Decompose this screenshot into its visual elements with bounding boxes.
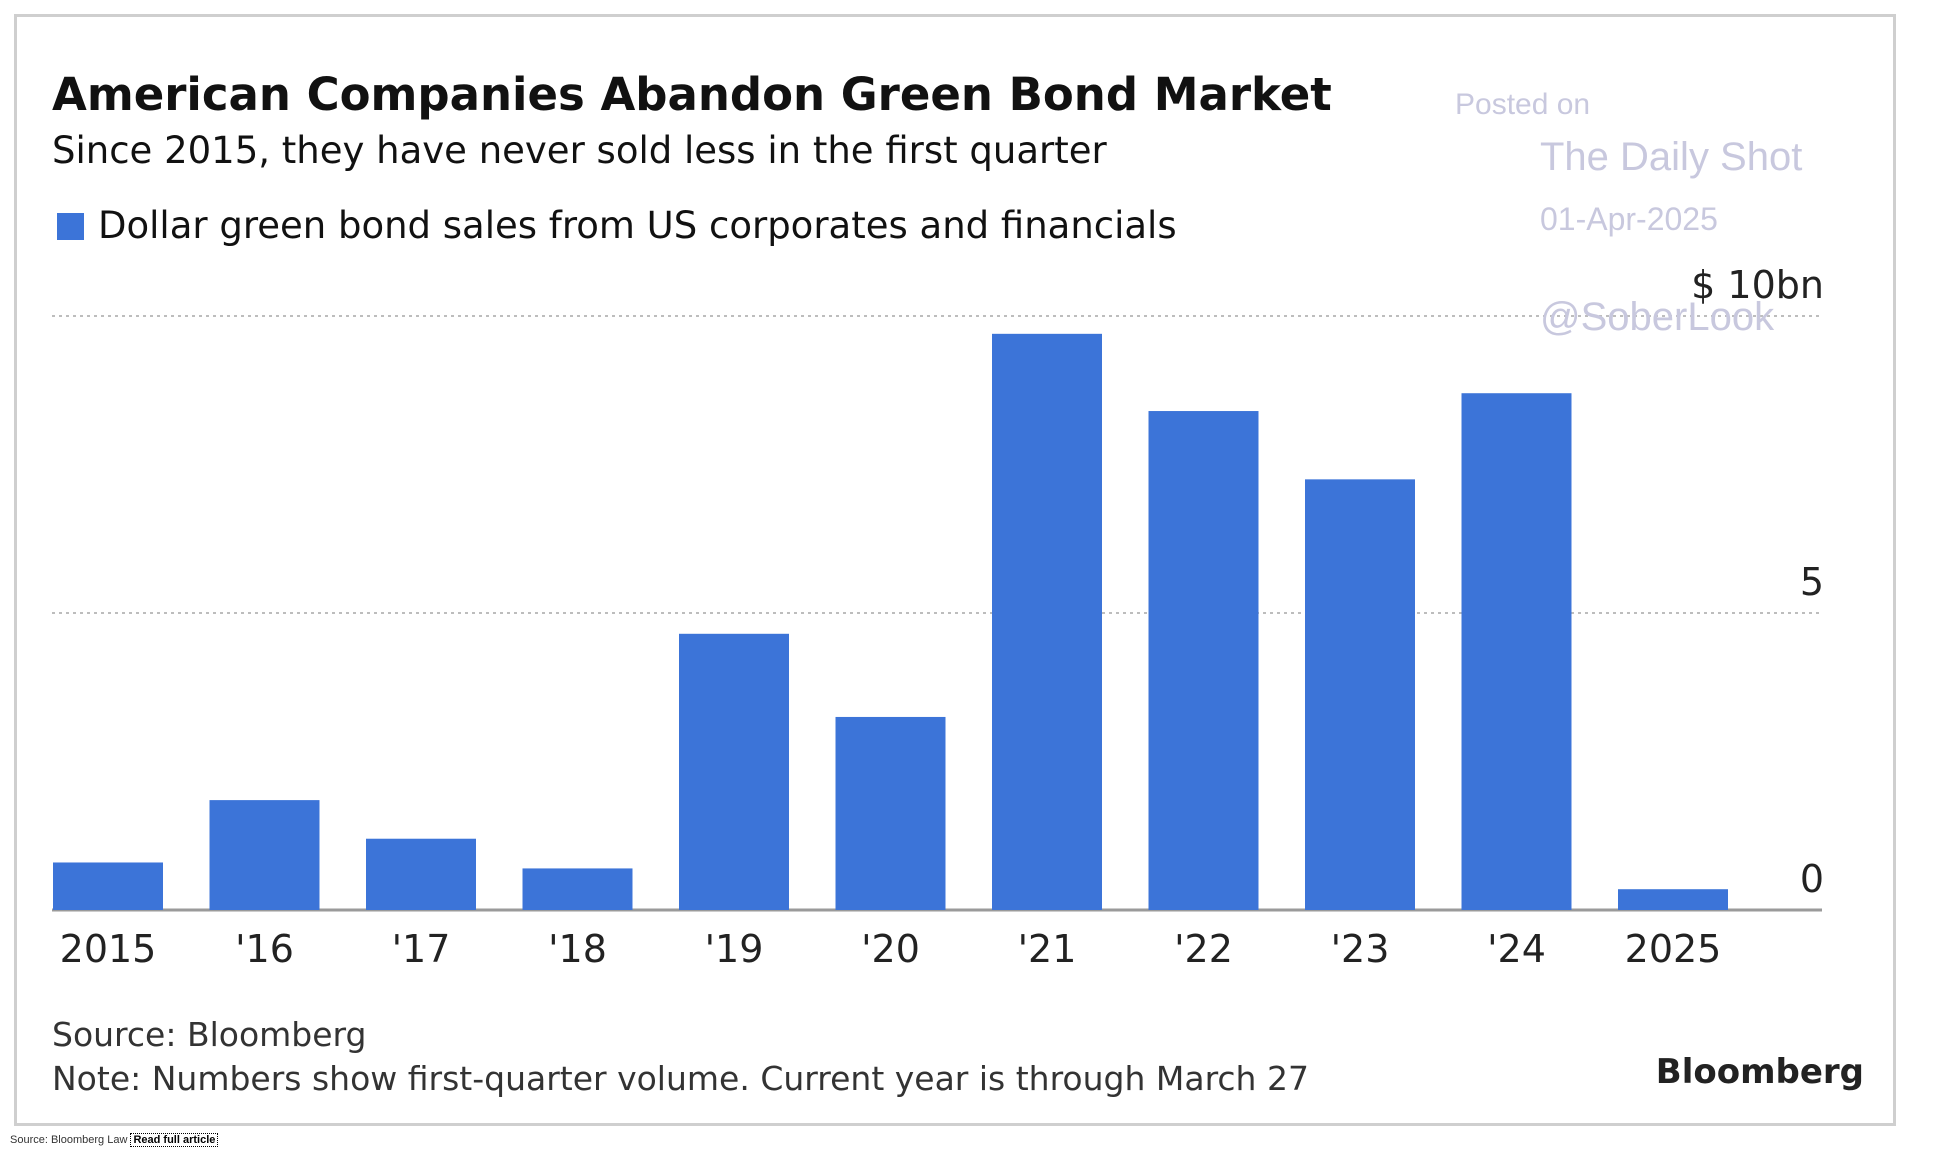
bar <box>1305 479 1415 910</box>
watermark-posted-on: Posted on <box>1455 88 1590 121</box>
bar <box>835 716 946 910</box>
x-tick-label: '19 <box>705 927 764 971</box>
bar <box>1618 889 1728 910</box>
y-tick-label: $ 10bn <box>1691 263 1824 307</box>
bar <box>522 868 633 910</box>
y-tick-labels: 0 5 $ 10bn <box>1691 263 1824 901</box>
chart-title: American Companies Abandon Green Bond Ma… <box>52 68 1332 121</box>
read-full-article-link[interactable]: Read full article <box>130 1133 219 1147</box>
x-tick-label: '18 <box>548 927 607 971</box>
bloomberg-logo: Bloomberg <box>1656 1052 1864 1092</box>
x-tick-label: '23 <box>1331 927 1390 971</box>
y-tick-label: 0 <box>1800 857 1824 901</box>
watermark-daily-shot: The Daily Shot <box>1540 135 1802 179</box>
watermark-date: 01-Apr-2025 <box>1540 201 1718 237</box>
footnote: Note: Numbers show first-quarter volume.… <box>52 1059 1309 1098</box>
x-tick-label: 2015 <box>60 927 157 971</box>
bars <box>53 333 1728 911</box>
chart-subtitle: Since 2015, they have never sold less in… <box>52 129 1107 172</box>
bar <box>366 838 476 910</box>
bar <box>53 862 163 910</box>
bar <box>992 333 1102 910</box>
credit-source: Source: Bloomberg Law <box>10 1134 128 1146</box>
x-tick-label: '24 <box>1487 927 1546 971</box>
x-tick-label: '17 <box>392 927 451 971</box>
y-tick-label: 5 <box>1800 560 1824 604</box>
legend-swatch <box>57 213 84 240</box>
x-tick-label: '21 <box>1018 927 1077 971</box>
watermark-handle: @SoberLook <box>1540 295 1775 339</box>
x-tick-label: '20 <box>861 927 920 971</box>
x-tick-label: '22 <box>1174 927 1233 971</box>
x-tick-labels: 2015 '16 '17 '18 '19 '20 '21 '22 '23 '24 2025 <box>60 927 1722 971</box>
source-note: Source: Bloomberg <box>52 1015 366 1054</box>
credit-line: Source: Bloomberg Law Read full article <box>10 1133 219 1147</box>
bar <box>1148 411 1259 910</box>
legend-label: Dollar green bond sales from US corporat… <box>98 204 1177 247</box>
chart-frame <box>14 14 1896 1126</box>
x-tick-label: '16 <box>235 927 294 971</box>
x-tick-label: 2025 <box>1625 927 1722 971</box>
bar <box>209 800 320 910</box>
bar <box>679 633 789 910</box>
bar <box>1461 393 1572 911</box>
